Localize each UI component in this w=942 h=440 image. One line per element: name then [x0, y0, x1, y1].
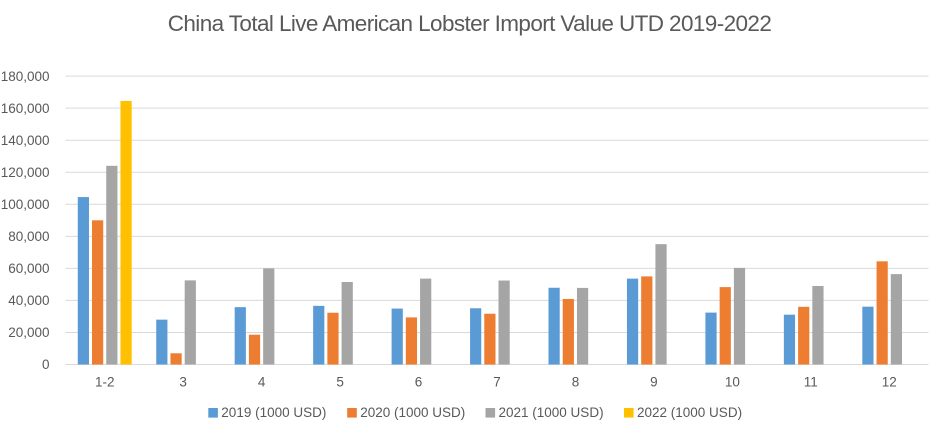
svg-text:8: 8 — [572, 374, 580, 389]
svg-text:140,000: 140,000 — [1, 133, 50, 148]
svg-text:2019 (1000 USD): 2019 (1000 USD) — [221, 405, 326, 420]
svg-text:100,000: 100,000 — [1, 197, 50, 212]
svg-text:China Total Live American Lobs: China Total Live American Lobster Import… — [168, 11, 772, 36]
svg-text:80,000: 80,000 — [8, 229, 49, 244]
svg-text:20,000: 20,000 — [8, 325, 49, 340]
svg-text:2021 (1000 USD): 2021 (1000 USD) — [499, 405, 604, 420]
svg-text:11: 11 — [804, 374, 818, 389]
svg-text:7: 7 — [493, 374, 501, 389]
svg-text:0: 0 — [42, 357, 50, 372]
svg-text:4: 4 — [258, 374, 266, 389]
svg-text:2020 (1000 USD): 2020 (1000 USD) — [360, 405, 465, 420]
svg-text:10: 10 — [725, 374, 740, 389]
svg-text:180,000: 180,000 — [1, 69, 50, 84]
svg-text:160,000: 160,000 — [1, 101, 50, 116]
svg-text:5: 5 — [336, 374, 344, 389]
svg-text:6: 6 — [415, 374, 423, 389]
svg-text:3: 3 — [179, 374, 187, 389]
svg-text:40,000: 40,000 — [8, 293, 49, 308]
svg-text:1-2: 1-2 — [95, 374, 115, 389]
svg-text:12: 12 — [882, 374, 897, 389]
svg-text:2022 (1000 USD): 2022 (1000 USD) — [637, 405, 742, 420]
svg-text:120,000: 120,000 — [1, 165, 50, 180]
svg-text:60,000: 60,000 — [8, 261, 49, 276]
svg-text:9: 9 — [650, 374, 658, 389]
